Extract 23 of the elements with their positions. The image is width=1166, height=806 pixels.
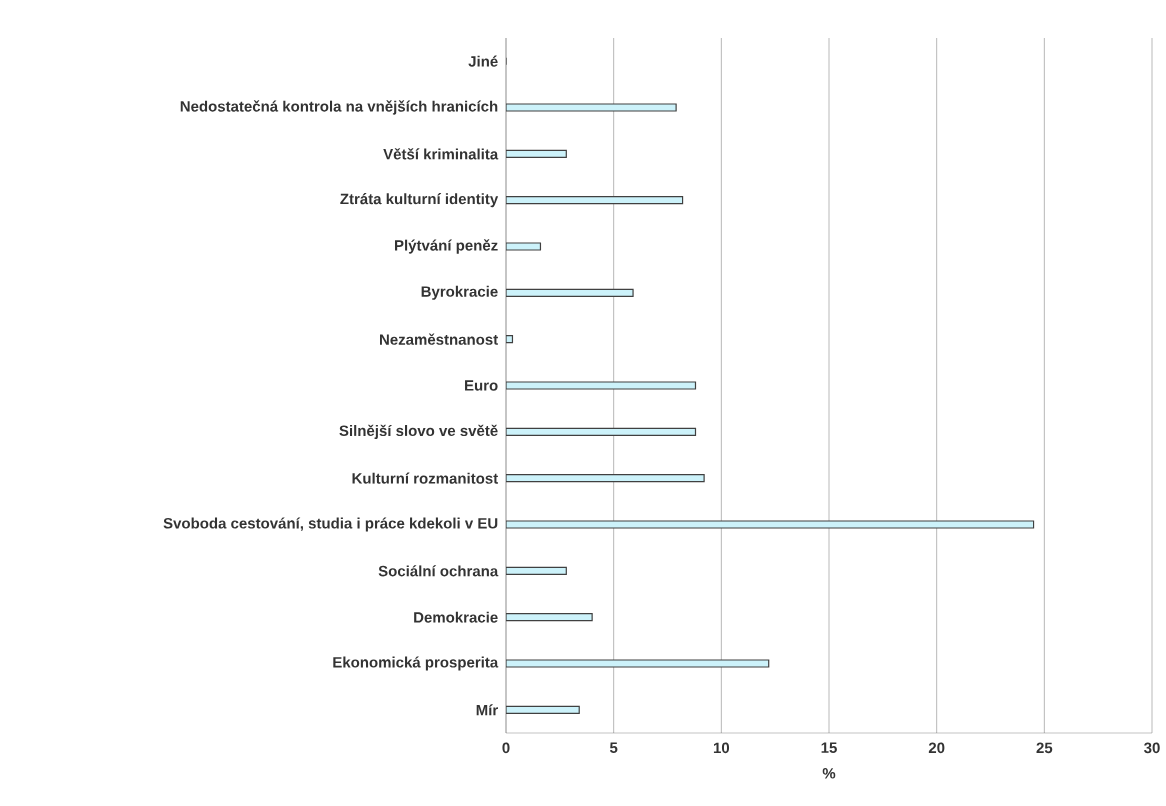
y-tick-label: Jiné xyxy=(468,55,498,67)
y-tick-label: Svoboda cestování, studia i práce kdekoli v EU xyxy=(163,517,498,532)
y-tick-label: Kulturní rozmanitost xyxy=(352,472,499,484)
y-tick-label: Byrokracie xyxy=(421,285,498,300)
x-tick-label: 10 xyxy=(713,742,730,754)
x-tick-label: 20 xyxy=(928,742,945,754)
y-tick-label: Mír xyxy=(476,704,498,716)
y-tick-label: Euro xyxy=(465,380,498,391)
x-tick-label: 15 xyxy=(821,742,837,753)
x-tick-label: 25 xyxy=(1036,742,1053,754)
y-tick-label: Nezaměstnanost xyxy=(380,333,499,345)
y-tick-label: Plýtvání peněz xyxy=(395,239,498,254)
y-tick-label: Sociální ochrana xyxy=(378,565,499,577)
y-tick-label: Ztráta kulturní identity xyxy=(340,193,499,208)
x-axis-title: % xyxy=(822,768,836,779)
y-tick-label: Ekonomická prosperita xyxy=(333,656,499,671)
x-tick-label: 30 xyxy=(1144,742,1160,754)
x-tick-label: 5 xyxy=(609,742,618,753)
x-tick-label: 0 xyxy=(502,742,510,754)
y-tick-label: Nedostatečná kontrola na vnějších hranicích xyxy=(180,100,498,115)
y-tick-label: Demokracie xyxy=(414,611,498,623)
y-tick-label: Větší kriminalita xyxy=(383,148,499,160)
y-tick-label: Silnější slovo ve světě xyxy=(339,424,498,439)
